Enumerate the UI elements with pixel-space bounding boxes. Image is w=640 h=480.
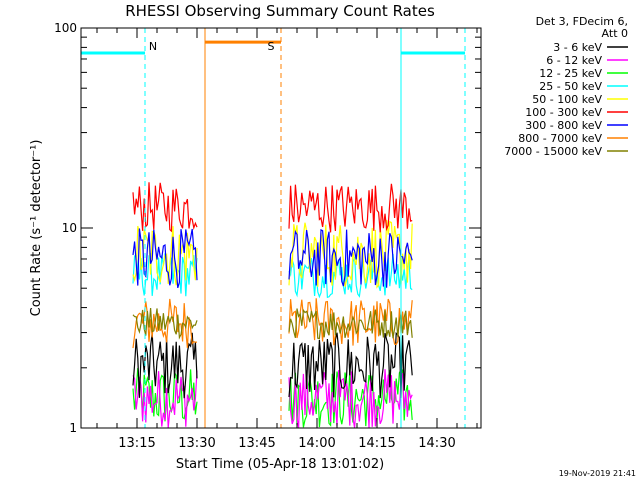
legend-label: 6 - 12 keV (546, 54, 602, 67)
series-trace-0 (132, 332, 198, 399)
series-trace-5 (132, 182, 198, 233)
flag-label: S (268, 40, 275, 53)
x-tick-label: 14:00 (298, 436, 335, 451)
plot-area: N S 1 10 100 13:15 13:30 13:45 14:00 14:15 14:30 (54, 21, 482, 451)
series-trace-6 (288, 228, 413, 288)
series-trace-8 (132, 308, 198, 340)
legend-label: 100 - 300 keV (525, 106, 602, 119)
legend-label: 7000 - 15000 keV (504, 145, 602, 158)
x-tick-label: 13:30 (178, 436, 215, 451)
series-trace-1 (132, 370, 198, 428)
legend-header-2: Att 0 (602, 27, 628, 40)
legend-label: 12 - 25 keV (539, 67, 602, 80)
y-tick-label: 10 (62, 221, 77, 235)
x-tick-label: 13:15 (118, 436, 155, 451)
chart-title: RHESSI Observing Summary Count Rates (125, 2, 435, 20)
y-axis-label: Count Rate (s⁻¹ detector⁻¹) (29, 140, 44, 317)
axis-layer: 1 10 100 13:15 13:30 13:45 14:00 14:15 14:30 (54, 21, 481, 451)
flag-label: N (149, 40, 157, 53)
series-trace-0 (288, 331, 413, 399)
series-trace-7 (288, 298, 413, 346)
legend-label: 300 - 800 keV (525, 119, 602, 132)
legend-label: 3 - 6 keV (553, 41, 602, 54)
footer-date: 19-Nov-2019 21:41 (559, 469, 636, 478)
series-trace-5 (288, 183, 413, 233)
data-layer (132, 182, 413, 428)
series-trace-8 (288, 308, 413, 340)
x-tick-label: 14:15 (358, 436, 395, 451)
x-tick-label: 14:30 (418, 436, 455, 451)
legend-header-1: Det 3, FDecim 6, (536, 15, 628, 28)
legend-label: 50 - 100 keV (532, 93, 602, 106)
y-tick-label: 1 (69, 421, 77, 435)
x-axis-label: Start Time (05-Apr-18 13:01:02) (176, 457, 384, 472)
legend-label: 800 - 7000 keV (518, 132, 602, 145)
y-tick-label: 100 (54, 21, 77, 35)
x-tick-label: 13:45 (238, 436, 275, 451)
legend-label: 25 - 50 keV (539, 80, 602, 93)
series-trace-4 (288, 219, 413, 289)
series-trace-6 (132, 228, 198, 289)
series-trace-4 (132, 225, 198, 286)
series-trace-1 (288, 369, 413, 428)
